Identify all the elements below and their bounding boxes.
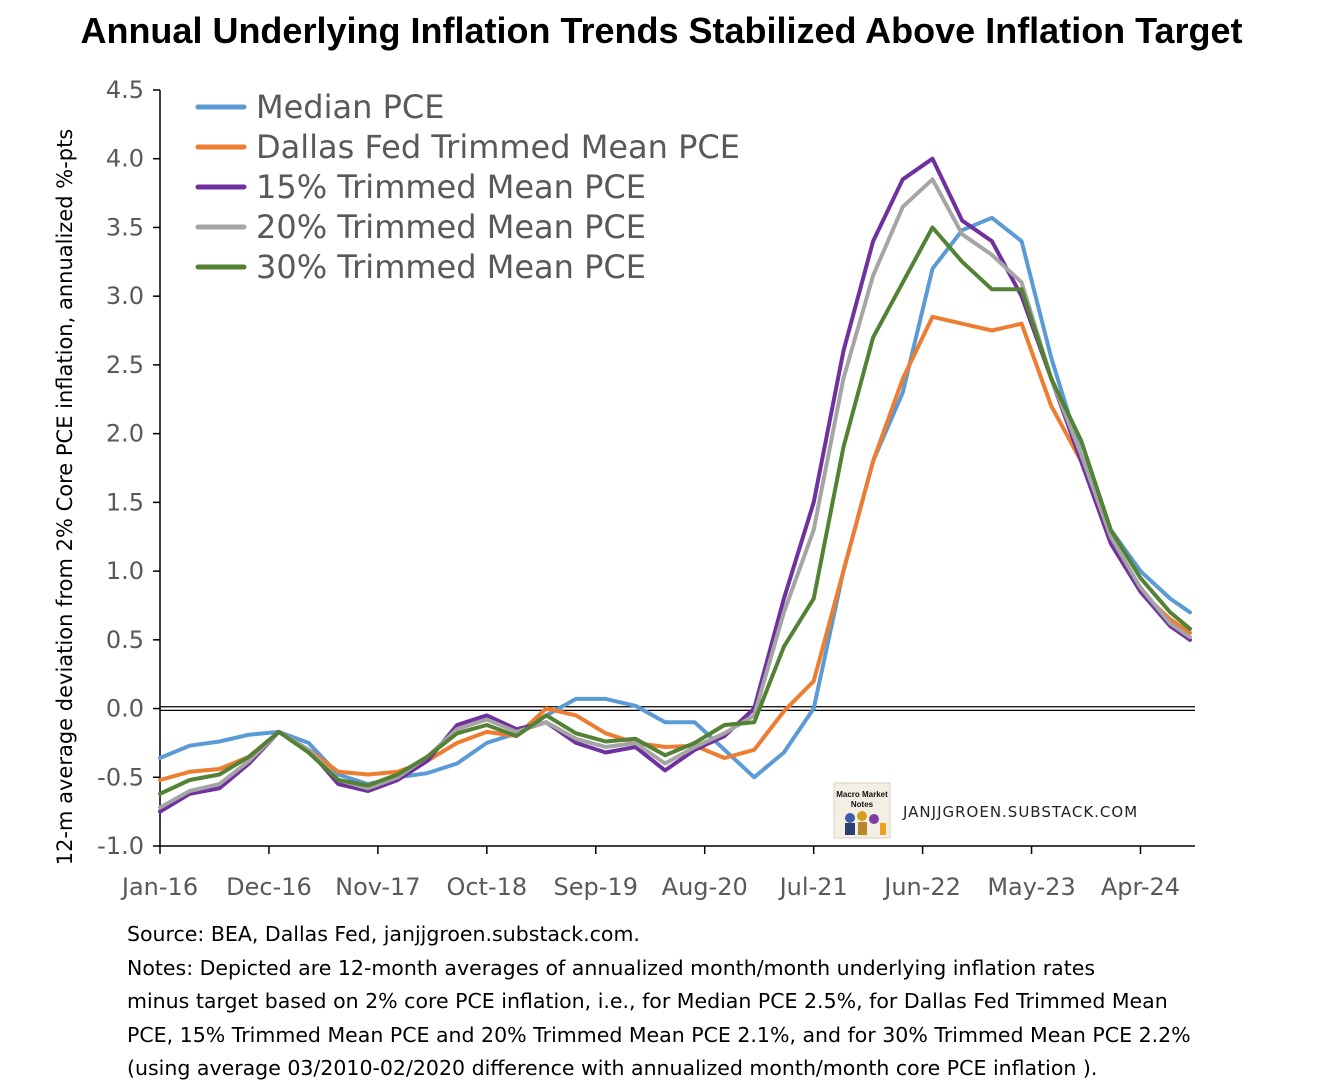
- y-tick-label: 3.0: [106, 282, 144, 310]
- x-tick-label: Dec-16: [226, 873, 312, 901]
- legend-item-median-pce: Median PCE: [195, 88, 444, 126]
- macro-market-notes-logo: Macro Market Notes: [833, 782, 891, 839]
- x-tick-label: Jun-22: [882, 873, 961, 901]
- notes-line-2: minus target based on 2% core PCE inflat…: [127, 989, 1168, 1013]
- y-tick-label: 2.5: [106, 351, 144, 379]
- y-tick-label: 2.0: [106, 420, 144, 448]
- x-tick-label: Aug-20: [662, 873, 748, 901]
- chart-title: Annual Underlying Inflation Trends Stabi…: [80, 10, 1243, 51]
- legend-label: 30% Trimmed Mean PCE: [256, 248, 646, 286]
- logo-text-line-1: Macro Market: [836, 790, 888, 799]
- site-credit: JANJJGROEN.SUBSTACK.COM: [902, 803, 1138, 821]
- legend-item-20-trimmed-mean-pce: 20% Trimmed Mean PCE: [195, 208, 646, 246]
- y-tick-label: 4.5: [106, 76, 144, 104]
- legend-item-30-trimmed-mean-pce: 30% Trimmed Mean PCE: [195, 248, 646, 286]
- legend-label: 20% Trimmed Mean PCE: [256, 208, 646, 246]
- x-tick-label: Oct-18: [446, 873, 527, 901]
- x-tick-label: Jan-16: [120, 873, 198, 901]
- notes-block: Source: BEA, Dallas Fed, janjjgroen.subs…: [127, 918, 1317, 1086]
- y-axis-title: 12-m average deviation from 2% Core PCE …: [53, 129, 77, 866]
- legend-item-15-trimmed-mean-pce: 15% Trimmed Mean PCE: [195, 168, 646, 206]
- legend-item-dallas-fed-trimmed-mean-pce: Dallas Fed Trimmed Mean PCE: [195, 128, 740, 166]
- series-lines: [158, 156, 1192, 814]
- y-tick-label: -1.0: [97, 832, 144, 860]
- series-line-median-pce: [158, 215, 1192, 787]
- notes-line-4: (using average 03/2010-02/2020 differenc…: [127, 1056, 1098, 1080]
- y-tick-label: 1.0: [106, 557, 144, 585]
- x-tick-label: Nov-17: [335, 873, 420, 901]
- x-tick-label: Apr-24: [1101, 873, 1180, 901]
- y-tick-label: -0.5: [97, 763, 144, 791]
- y-axis: 4.5 4.0 3.5 3.0 2.5 2.0 1.5 1.0 0.5 0.0 -0.5 -1.0: [97, 76, 161, 860]
- x-axis: Jan-16 Dec-16 Nov-17 Oct-18 Sep-19 Aug-20 Jul-…: [120, 845, 1195, 901]
- zero-reference-line: [160, 706, 1195, 711]
- y-tick-label: 1.5: [106, 488, 144, 516]
- legend-label: Dallas Fed Trimmed Mean PCE: [256, 128, 740, 166]
- x-tick-label: May-23: [987, 873, 1075, 901]
- source-line: Source: BEA, Dallas Fed, janjjgroen.subs…: [127, 922, 640, 946]
- notes-line-1: Notes: Depicted are 12-month averages of…: [127, 955, 1096, 980]
- line-chart: 4.5 4.0 3.5 3.0 2.5 2.0 1.5 1.0 0.5 0.0 -0.5 -1.0 J…: [53, 76, 1195, 901]
- y-tick-label: 3.5: [106, 213, 144, 241]
- x-tick-label: Jul-21: [778, 873, 848, 901]
- legend-label: 15% Trimmed Mean PCE: [256, 168, 646, 206]
- y-tick-label: 0.5: [106, 626, 144, 654]
- notes-line-3: PCE, 15% Trimmed Mean PCE and 20% Trimme…: [127, 1022, 1191, 1047]
- legend-label: Median PCE: [256, 88, 444, 126]
- logo-text-line-2: Notes: [851, 800, 874, 809]
- credit-watermark: Macro Market Notes JANJJGROEN.SUBSTACK.C…: [833, 782, 1138, 839]
- y-tick-label: 4.0: [106, 145, 144, 173]
- y-tick-label: 0.0: [106, 695, 144, 723]
- x-tick-label: Sep-19: [554, 873, 638, 901]
- series-line-dallas-fed-trimmed-mean-pce: [158, 314, 1192, 782]
- series-line-30-trimmed-mean-pce: [158, 225, 1192, 796]
